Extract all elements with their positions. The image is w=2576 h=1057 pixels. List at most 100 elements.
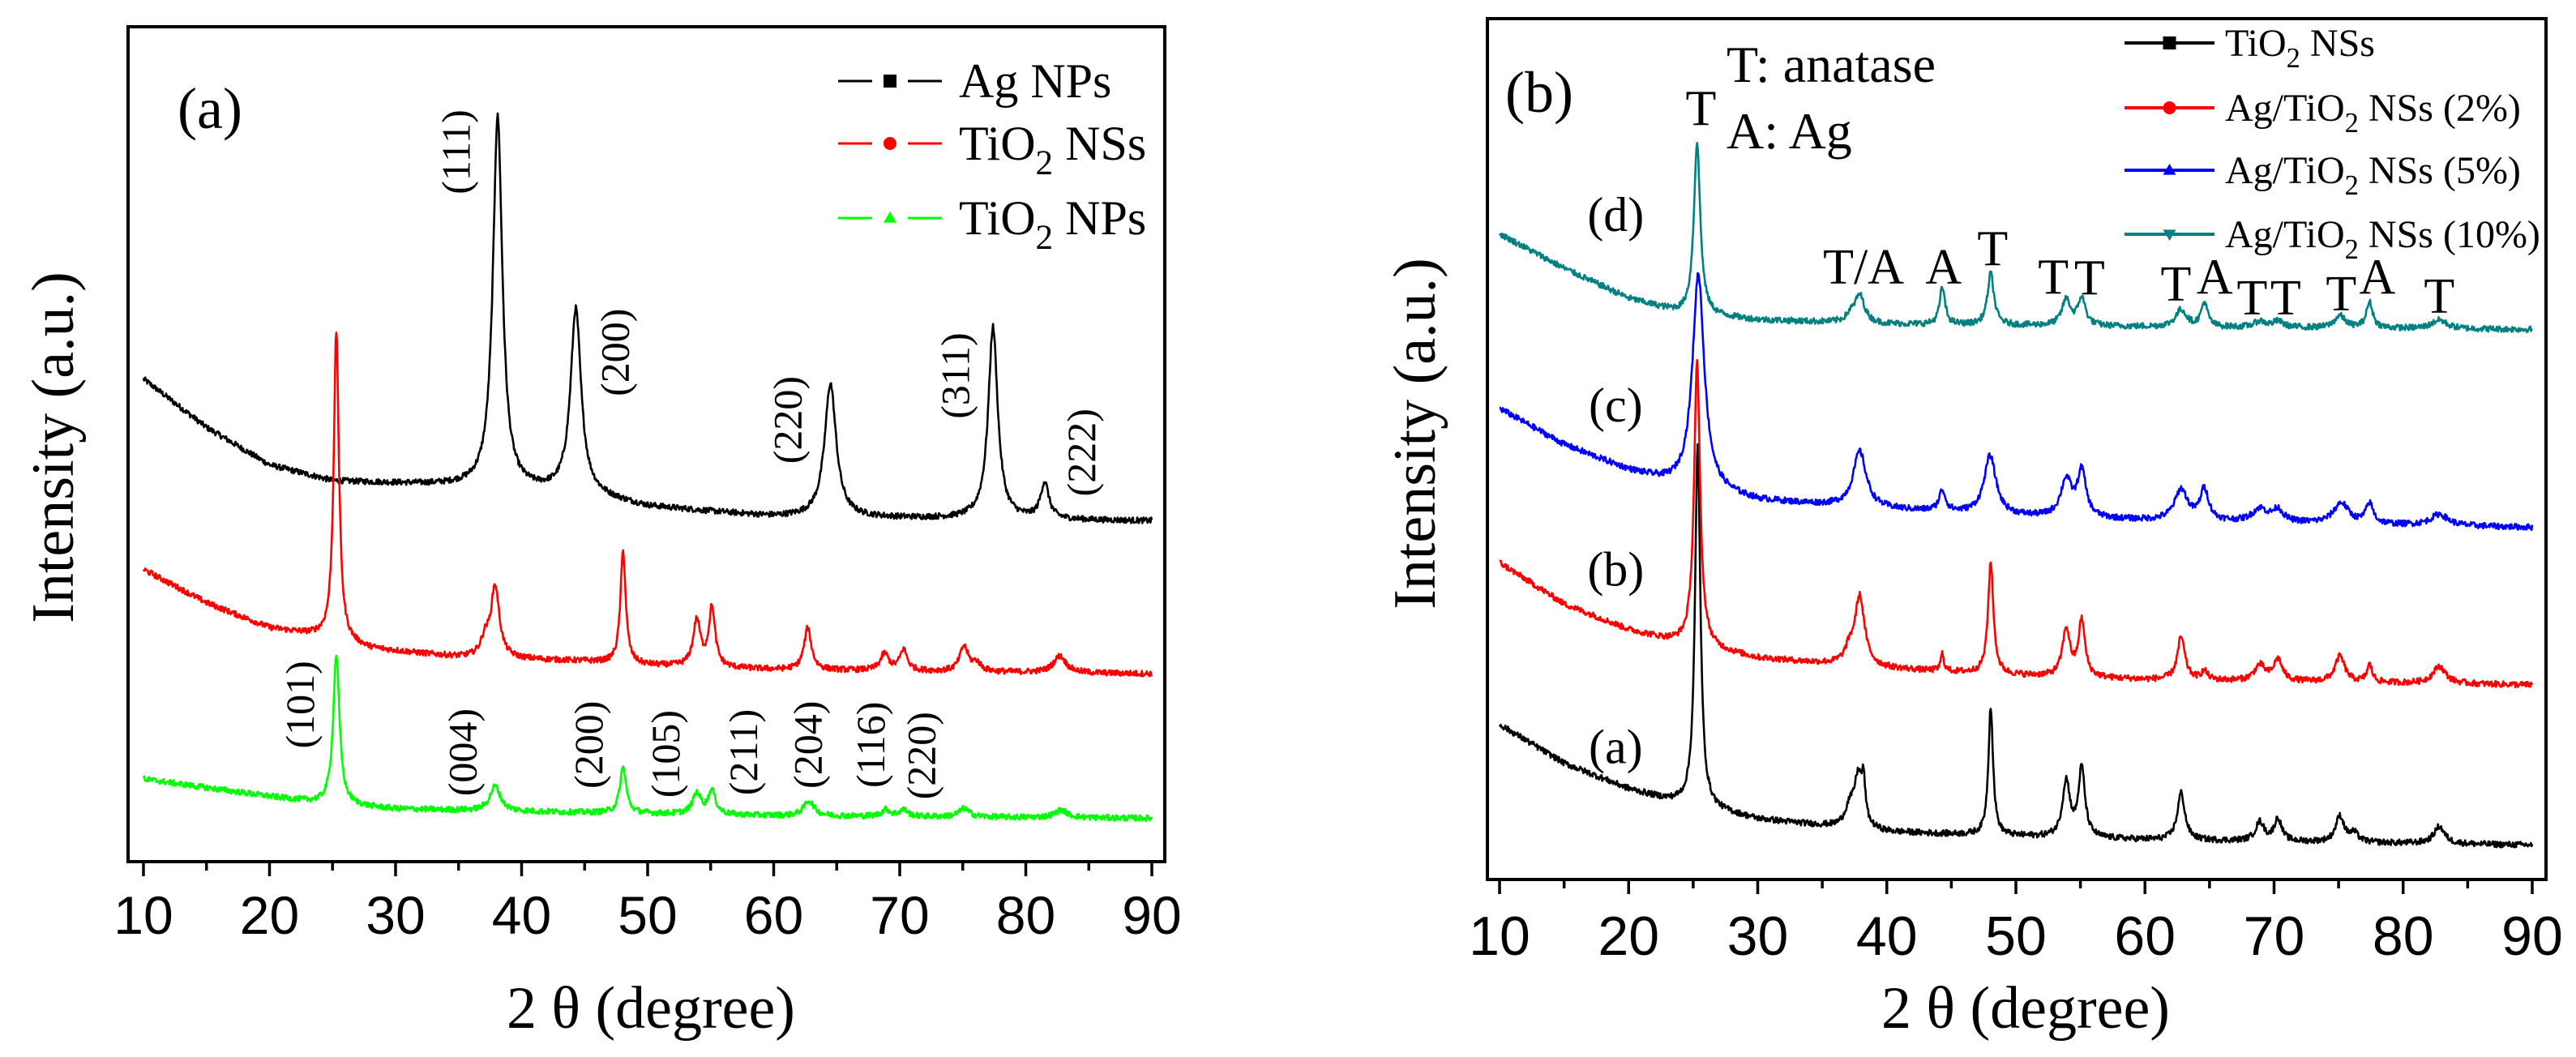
series-line-3 — [1498, 142, 2534, 334]
legend-label-subscript: 2 — [2345, 234, 2359, 265]
legend-label: Ag/TiO2 NSs (10%) — [2225, 213, 2540, 265]
series-line-0 — [1498, 443, 2534, 849]
legend-item: Ag/TiO2 NSs (2%) — [2125, 87, 2521, 139]
peak-annotation: T — [1977, 222, 2008, 277]
legend-label-text: Ag/TiO — [2225, 213, 2345, 256]
legend-label: Ag/TiO2 NSs (5%) — [2225, 149, 2521, 201]
peak-annotation: (111) — [434, 109, 479, 195]
peak-annotation: (204) — [785, 701, 830, 789]
legend-label: TiO2 NSs — [959, 117, 1146, 182]
legend-label: Ag NPs — [959, 54, 1111, 108]
legend-label-text: Ag/TiO — [2225, 87, 2345, 130]
legend-item: TiO2 NSs — [838, 117, 1146, 182]
series-line-0 — [142, 112, 1153, 524]
panel-b-xrd-chart: 10 20 30 40 50 60 70 80 90 2 θ (degree) Intensity … — [1382, 17, 2563, 1042]
x-tick-label: 50 — [618, 885, 677, 945]
peak-annotation: (311) — [932, 332, 978, 418]
peak-annotation: (200) — [566, 701, 611, 789]
x-tick-label: 20 — [240, 885, 299, 945]
x-tick-label: 50 — [1985, 905, 2047, 967]
series-line-2 — [142, 654, 1153, 823]
peak-annotation: A — [2197, 250, 2233, 306]
peak-annotation: (105) — [643, 710, 688, 798]
legend-label-text: TiO — [959, 117, 1036, 170]
series-line-1 — [142, 332, 1153, 678]
peak-annotation: A — [1925, 240, 1962, 295]
x-tick-label: 90 — [1122, 885, 1181, 945]
x-axis-title: 2 θ (degree) — [1881, 975, 2170, 1042]
curve-label: (c) — [1589, 379, 1643, 432]
legend-label: Ag/TiO2 NSs (2%) — [2225, 87, 2521, 139]
legend-label-text: NSs — [1053, 117, 1146, 170]
x-tick-label: 20 — [1598, 905, 1659, 967]
x-tick-label: 70 — [870, 885, 929, 945]
series-line-2 — [1499, 272, 2534, 532]
peak-annotation: T — [2270, 271, 2301, 326]
x-tick-label: 40 — [1856, 905, 1918, 967]
curve-label: (a) — [1589, 720, 1643, 773]
legend-item: Ag/TiO2 NSs (5%) — [2125, 149, 2521, 201]
legend-label-text: Ag/TiO — [2225, 149, 2345, 192]
peak-annotation: A — [2360, 250, 2396, 306]
legend-label-text: NSs — [2300, 22, 2375, 65]
peak-annotation: (101) — [277, 661, 323, 748]
panel-label: (b) — [1505, 60, 1573, 125]
square-marker-icon — [2163, 36, 2176, 49]
x-tick-label: 90 — [2501, 905, 2563, 967]
triangle-up-marker-icon — [2163, 164, 2176, 175]
panel-label: (a) — [178, 76, 242, 141]
x-tick-label: 80 — [996, 885, 1055, 945]
square-marker-icon — [884, 75, 896, 88]
legend-label-text: NSs (5%) — [2359, 149, 2521, 192]
x-tick-label: 40 — [492, 885, 551, 945]
legend-label-text: NSs (2%) — [2359, 87, 2521, 130]
x-tick-label: 10 — [113, 885, 173, 945]
peak-annotation: (220) — [898, 712, 944, 799]
peak-annotation: (200) — [593, 309, 638, 396]
circle-marker-icon — [2163, 101, 2176, 114]
peak-annotation: T — [2326, 267, 2356, 322]
x-tick-label: 60 — [744, 885, 803, 945]
peak-annotation: (220) — [765, 376, 811, 464]
panel-a-xrd-chart: 10 20 30 40 50 60 70 80 90 2 θ (degree) Intensity … — [20, 25, 1182, 1042]
legend-label-subscript: 2 — [1036, 144, 1054, 182]
peak-annotation: (222) — [1059, 409, 1104, 496]
legend-label: TiO2 NPs — [959, 191, 1146, 257]
legend-label: TiO2 NSs — [2225, 22, 2375, 74]
legend-label-text: TiO — [959, 191, 1036, 245]
legend-item: Ag NPs — [838, 54, 1111, 108]
legend-label-subscript: 2 — [1036, 219, 1054, 257]
y-axis-title: Intensity (a.u.) — [20, 272, 87, 623]
peak-annotation: T — [2074, 251, 2105, 306]
x-tick-label: 70 — [2244, 905, 2305, 967]
legend-label-text: TiO — [2225, 22, 2287, 65]
peak-annotation: T — [1685, 82, 1716, 137]
x-tick-label: 30 — [366, 885, 425, 945]
x-axis-title: 2 θ (degree) — [507, 975, 795, 1042]
peak-annotation: T — [2161, 257, 2192, 312]
legend-label-text: NPs — [1053, 191, 1146, 245]
x-tick-label: 80 — [2373, 905, 2434, 967]
series-line-1 — [1499, 358, 2534, 689]
legend-item: TiO2 NSs — [2125, 22, 2375, 74]
triangle-up-marker-icon — [884, 212, 896, 223]
legend-item: TiO2 NPs — [838, 191, 1146, 257]
phase-key-text: T: anatase — [1727, 36, 1936, 93]
phase-key-text: A: Ag — [1727, 102, 1852, 160]
legend-label-subscript: 2 — [2287, 43, 2300, 74]
peak-annotation: T — [2038, 250, 2069, 306]
peak-annotation: T — [2424, 269, 2454, 324]
peak-annotation: (211) — [721, 709, 766, 795]
curve-label: (b) — [1587, 543, 1644, 597]
legend-label-subscript: 2 — [2345, 108, 2359, 139]
peak-annotation: (116) — [848, 702, 893, 788]
triangle-down-marker-icon — [2163, 229, 2176, 241]
legend-label-text: Ag NPs — [959, 54, 1111, 108]
peak-annotation: T/A — [1823, 240, 1904, 295]
curve-label: (d) — [1587, 188, 1644, 242]
circle-marker-icon — [884, 137, 896, 150]
x-tick-label: 60 — [2114, 905, 2176, 967]
